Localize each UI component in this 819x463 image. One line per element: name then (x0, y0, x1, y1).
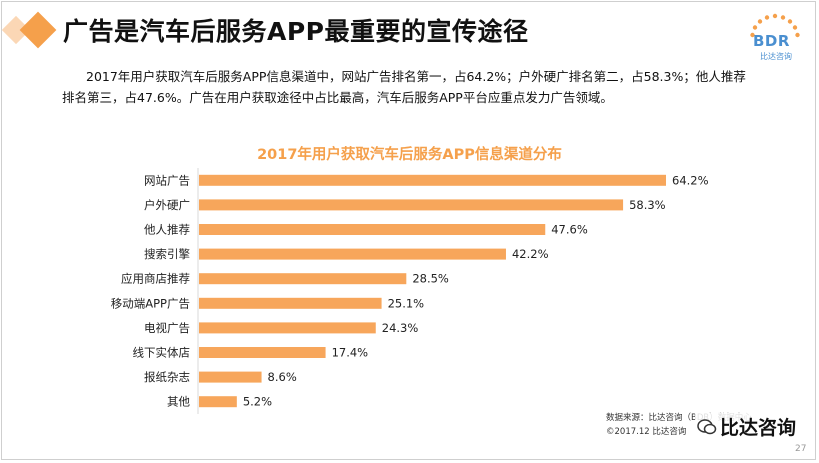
bar (199, 174, 666, 186)
bar (199, 347, 326, 358)
category-label: 户外硬广 (144, 198, 190, 212)
data-label: 25.1% (388, 296, 425, 310)
summary-line-2: 排名第三，占47.6%。广告在用户获取途径中占比最高，汽车后服务APP平台应重点… (62, 90, 613, 105)
category-label: 报纸杂志 (144, 370, 190, 384)
category-label: 其他 (167, 395, 190, 409)
bar (199, 371, 262, 383)
category-label: 他人推荐 (144, 223, 190, 237)
page-number: 27 (795, 444, 807, 454)
summary-line-1: 2017年用户获取汽车后服务APP信息渠道中，网站广告排名第一，占64.2%；户… (86, 69, 746, 84)
logo-text: BDR (753, 32, 790, 50)
chart-title: 2017年用户获取汽车后服务APP信息渠道分布 (257, 147, 562, 163)
data-label: 24.3% (382, 321, 419, 335)
bdr-logo: BDR 比达咨询 (745, 10, 805, 66)
source-line-1: 数据来源：比达咨询（BDR）数据中心 (606, 413, 752, 423)
data-label: 28.5% (412, 272, 449, 286)
data-source: 数据来源：比达咨询（BDR）数据中心 ©2017.12 比达咨询 (606, 411, 752, 439)
category-label: 移动端APP广告 (111, 296, 190, 310)
source-line-2: ©2017.12 比达咨询 (606, 427, 687, 437)
data-label: 17.4% (332, 346, 369, 360)
data-label: 8.6% (268, 370, 297, 384)
brand-overlay: 比达咨询 (695, 413, 799, 440)
data-label: 58.3% (629, 198, 666, 212)
bar (199, 199, 624, 211)
wechat-icon (697, 418, 717, 434)
bar (199, 248, 506, 260)
bar (199, 297, 382, 309)
bar (199, 273, 407, 285)
category-label: 电视广告 (144, 321, 190, 335)
category-label: 线下实体店 (133, 346, 191, 360)
category-label: 搜索引擎 (144, 247, 190, 261)
category-label: 应用商店推荐 (121, 272, 190, 286)
logo-ring-icon (750, 13, 800, 38)
logo-subtext: 比达咨询 (760, 52, 792, 61)
data-label: 64.2% (672, 173, 709, 187)
data-label: 5.2% (243, 395, 272, 409)
bar (199, 396, 237, 408)
data-label: 42.2% (512, 247, 549, 261)
logo-ring-dots (750, 13, 800, 38)
brand-overlay-text: 比达咨询 (720, 417, 797, 439)
bar (199, 224, 546, 235)
data-label: 47.6% (551, 223, 588, 237)
category-label: 网站广告 (144, 173, 190, 187)
summary-paragraph: 2017年用户获取汽车后服务APP信息渠道中，网站广告排名第一，占64.2%；户… (62, 66, 782, 108)
page-title: 广告是汽车后服务APP最重要的宣传途径 (63, 17, 529, 46)
bar (199, 322, 376, 334)
